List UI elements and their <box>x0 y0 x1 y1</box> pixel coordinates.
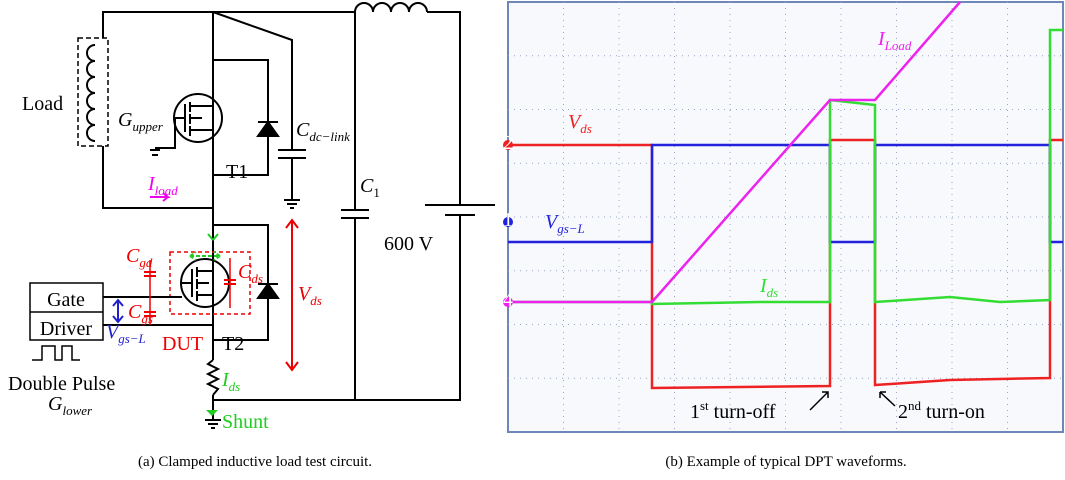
label: ds <box>229 379 241 394</box>
label: Gate <box>47 289 85 311</box>
label: dc−link <box>309 129 350 144</box>
label: ds <box>767 285 779 300</box>
label: Driver <box>40 318 93 340</box>
mosfet-t2 <box>182 267 213 301</box>
label: Double Pulse <box>8 373 115 395</box>
circuit: Load Gupper Cdc−link T1 Iload C1 600 V C… <box>8 3 495 470</box>
label: turn-on <box>921 401 985 423</box>
label: Load <box>22 93 63 115</box>
label: T2 <box>222 333 244 355</box>
ground <box>205 420 221 428</box>
label: ds <box>310 293 322 308</box>
diode-t1 <box>258 122 278 136</box>
load-inductor <box>87 45 95 141</box>
parasitic-cap <box>144 272 236 316</box>
label: gs−L <box>557 221 585 236</box>
label: Gupper <box>118 109 164 134</box>
pulse <box>32 346 80 360</box>
label: C <box>296 119 310 141</box>
channel-number: 1 <box>503 209 513 231</box>
diode-t2 <box>258 284 278 298</box>
label: T1 <box>226 161 248 183</box>
shunt-resistor <box>208 360 218 395</box>
label: gs <box>141 311 153 326</box>
vgs-arrow <box>113 300 123 322</box>
scope: 2 1 4 ILoad Vds Vgs−L Ids 1st turn-off 2… <box>503 2 1063 470</box>
label: Cdc−link <box>296 119 350 144</box>
wire <box>103 12 355 38</box>
label: Cgd <box>126 245 153 270</box>
ids-arrow <box>206 410 218 416</box>
label: C <box>126 245 140 267</box>
label: gd <box>139 255 153 270</box>
caption: (b) Example of typical DPT waveforms. <box>665 454 906 470</box>
label: gs−L <box>118 331 146 346</box>
parasitic <box>150 258 230 325</box>
label: Shunt <box>222 411 269 433</box>
label: Iload <box>147 173 178 198</box>
mosfet-t1 <box>175 102 213 136</box>
label: load <box>155 183 179 198</box>
label: 600 V <box>384 233 434 255</box>
label: Glower <box>48 393 93 418</box>
label: 2 <box>898 401 908 423</box>
label: G <box>48 393 63 415</box>
label: Cgs <box>128 301 153 326</box>
channel-number: 4 <box>503 289 513 311</box>
caption: (a) Clamped inductive load test circuit. <box>138 454 372 470</box>
label: Load <box>884 38 912 53</box>
label: upper <box>132 119 163 134</box>
c-dclink <box>278 150 306 208</box>
scope-screen <box>508 2 1063 432</box>
label: Vds <box>298 283 322 308</box>
wire <box>213 12 292 150</box>
label: C1 <box>360 175 380 200</box>
figure: Load Gupper Cdc−link T1 Iload C1 600 V C… <box>0 0 1065 480</box>
page: {"circuit":{"load":"Load","g_upper":["G"… <box>0 0 1065 480</box>
channel-number: 2 <box>503 132 513 154</box>
label: ds <box>580 121 592 136</box>
label: C <box>238 261 252 283</box>
label: lower <box>62 403 93 418</box>
label: Ids <box>221 369 240 394</box>
c1 <box>341 12 369 400</box>
vds-arrow <box>286 220 298 370</box>
label: ds <box>251 271 263 286</box>
label: C <box>360 175 374 197</box>
label: Cds <box>238 261 263 286</box>
label: DUT <box>162 333 203 355</box>
label: C <box>128 301 142 323</box>
label: turn-off <box>709 401 776 423</box>
label: 1 <box>690 401 700 423</box>
label: G <box>118 109 133 131</box>
label: 1 <box>373 185 380 200</box>
label: nd <box>908 398 922 413</box>
